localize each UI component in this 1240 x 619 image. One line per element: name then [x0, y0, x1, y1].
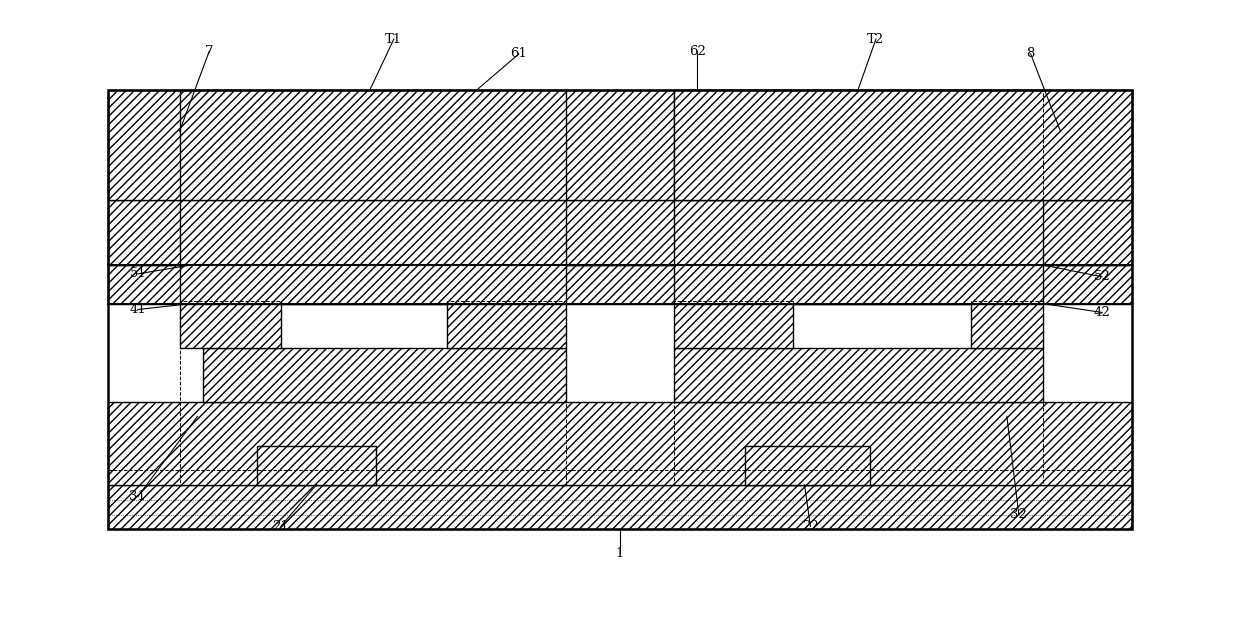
Bar: [180, 303, 280, 348]
Text: 7: 7: [205, 45, 213, 58]
Text: 41: 41: [129, 303, 146, 316]
Text: 22: 22: [802, 520, 818, 533]
Bar: [180, 199, 567, 303]
Bar: [203, 348, 567, 402]
Bar: [108, 90, 1132, 529]
Bar: [108, 485, 1132, 529]
Text: 32: 32: [1011, 508, 1027, 521]
Text: 51: 51: [129, 267, 146, 280]
Bar: [180, 301, 280, 348]
Bar: [180, 90, 567, 199]
Text: 21: 21: [273, 520, 289, 533]
Text: T1: T1: [386, 33, 403, 46]
Bar: [673, 90, 1043, 485]
Bar: [673, 90, 1132, 199]
Bar: [108, 402, 1132, 485]
Text: 31: 31: [129, 490, 146, 503]
Bar: [108, 90, 1132, 199]
Bar: [180, 90, 567, 485]
Text: T2: T2: [867, 33, 884, 46]
Bar: [448, 301, 567, 348]
Text: 52: 52: [1094, 271, 1111, 284]
Bar: [745, 446, 870, 485]
Bar: [673, 301, 792, 348]
Bar: [108, 199, 1132, 265]
Text: 1: 1: [616, 547, 624, 560]
Bar: [257, 446, 376, 485]
Bar: [673, 348, 1043, 402]
Text: 42: 42: [1094, 306, 1111, 319]
Bar: [257, 446, 376, 485]
Bar: [108, 265, 1132, 303]
Text: 61: 61: [511, 48, 527, 61]
Bar: [673, 303, 792, 348]
Bar: [448, 303, 567, 348]
Bar: [971, 301, 1043, 348]
Bar: [745, 446, 870, 485]
Text: 62: 62: [689, 45, 706, 58]
Bar: [673, 199, 1043, 303]
Bar: [971, 303, 1043, 348]
Text: 8: 8: [1027, 48, 1035, 61]
Bar: [673, 90, 1043, 199]
